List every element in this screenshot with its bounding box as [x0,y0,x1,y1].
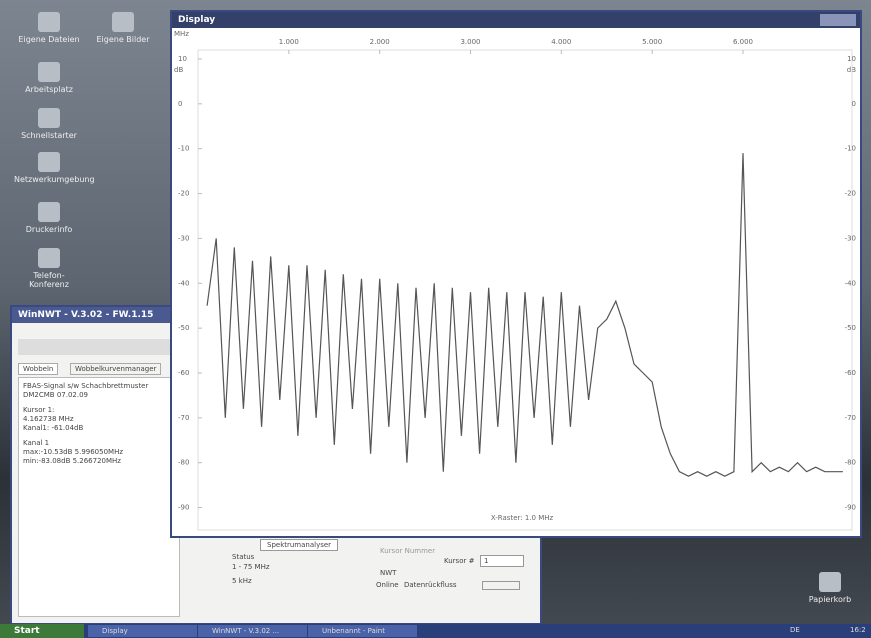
y-tick-label: -20 [178,190,189,198]
progress [482,581,520,590]
toolbar [18,339,178,355]
label: Kursor # [444,557,474,565]
y-tick-label: 0 [178,100,182,108]
label: Online [376,581,399,589]
desktop-icon[interactable]: Schnellstarter [14,108,84,140]
info-line: Kursor 1: [23,406,175,415]
language: DE [790,626,800,634]
icon-label: Schnellstarter [21,131,77,140]
icon-label: Telefon-Konferenz [29,271,69,289]
label: Datenrückfluss [404,581,457,589]
y2-tick-label: 10 [847,55,856,63]
raster-label: X-Raster: 1.0 MHz [491,514,554,522]
desktop-icon[interactable]: Arbeitsplatz [14,62,84,94]
clock: 16:2 [850,626,866,634]
y2-tick-label: -30 [845,234,856,242]
x-tick-label: 2.000 [370,38,390,46]
icon-label: Netzwerkumgebung [14,175,95,184]
info-panel: FBAS-Signal s/w Schachbrettmuster DM2CMB… [18,377,180,617]
label: 5 kHz [232,577,252,585]
y2-tick-label: -90 [845,504,856,512]
label: Status [232,553,254,561]
y-tick-label: -70 [178,414,189,422]
y-tick-label: -60 [178,369,189,377]
window-title: Display [172,12,860,28]
spectrum-chart: MHz dB dB X-Raster: 1.0 MHz 1.000 2.000 3.… [172,28,860,534]
y-tick-label: -30 [178,234,189,242]
taskbar: Start Display WinNWT - V.3.02 ... Unbena… [0,624,871,638]
desktop-icon[interactable]: Eigene Dateien [14,12,84,44]
y-unit: dB [847,66,856,74]
label: Kursor Nummer [380,547,435,555]
y2-tick-label: -70 [845,414,856,422]
icon-label: Druckerinfo [26,225,72,234]
desktop-icon[interactable]: Netzwerkumgebung [14,152,84,184]
icon-label: Arbeitsplatz [25,85,73,94]
x-tick-label: 6.000 [733,38,753,46]
task-button[interactable]: WinNWT - V.3.02 ... [198,625,307,637]
y2-tick-label: -80 [845,459,856,467]
y2-tick-label: -50 [845,324,856,332]
plot-frame [198,50,852,530]
icon-label: Eigene Bilder [96,35,149,44]
spectrum-line [207,153,843,476]
x-tick-label: 4.000 [551,38,571,46]
y2-tick-label: 0 [852,100,856,108]
icon-label: Papierkorb [809,595,852,604]
start-button[interactable]: Start [0,624,84,638]
y-tick-label: -40 [178,279,189,287]
x-tick-label: 1.000 [279,38,299,46]
y2-tick-label: -10 [845,145,856,153]
display-window: Display MHz dB dB X-Raster: 1.0 MHz 1.00… [170,10,862,538]
task-button[interactable]: Unbenannt - Paint [308,625,417,637]
mode-select[interactable]: Spektrumanalyser [260,539,338,551]
y-tick-label: -10 [178,145,189,153]
desktop-icon[interactable]: Telefon-Konferenz [14,248,84,289]
info-line: Kanal1: -61.04dB [23,424,175,433]
info-line: Kanal 1 [23,439,175,448]
recycle-bin[interactable]: Papierkorb [795,572,865,604]
y-tick-label: -80 [178,459,189,467]
info-line: DM2CMB 07.02.09 [23,391,175,400]
tab[interactable]: Wobbeln [18,363,58,375]
info-line: 4.162738 MHz [23,415,175,424]
x-tick-label: 3.000 [460,38,480,46]
tab[interactable]: Wobbelkurvenmanager [70,363,161,375]
desktop-icon[interactable]: Eigene Bilder [88,12,158,44]
x-tick-label: 5.000 [642,38,662,46]
info-line: FBAS-Signal s/w Schachbrettmuster [23,382,175,391]
task-button[interactable]: Display [88,625,197,637]
info-line: min:-83.08dB 5.266720MHz [23,457,175,466]
y-tick-label: -50 [178,324,189,332]
desktop: Eigene Dateien Eigene Bilder Arbeitsplat… [0,0,871,638]
desktop-icon[interactable]: Druckerinfo [14,202,84,234]
label: NWT [380,569,396,577]
y2-tick-label: -60 [845,369,856,377]
y-tick-label: 10 [178,55,187,63]
y2-tick-label: -20 [845,190,856,198]
x-unit: MHz [174,30,189,38]
label: 1 - 75 MHz [232,563,270,571]
info-line: max:-10.53dB 5.996050MHz [23,448,175,457]
y2-tick-label: -40 [845,279,856,287]
icon-label: Eigene Dateien [18,35,79,44]
window-buttons[interactable] [820,14,856,26]
cursor-select[interactable]: 1 [480,555,524,567]
y-unit: dB [174,66,183,74]
y-tick-label: -90 [178,504,189,512]
